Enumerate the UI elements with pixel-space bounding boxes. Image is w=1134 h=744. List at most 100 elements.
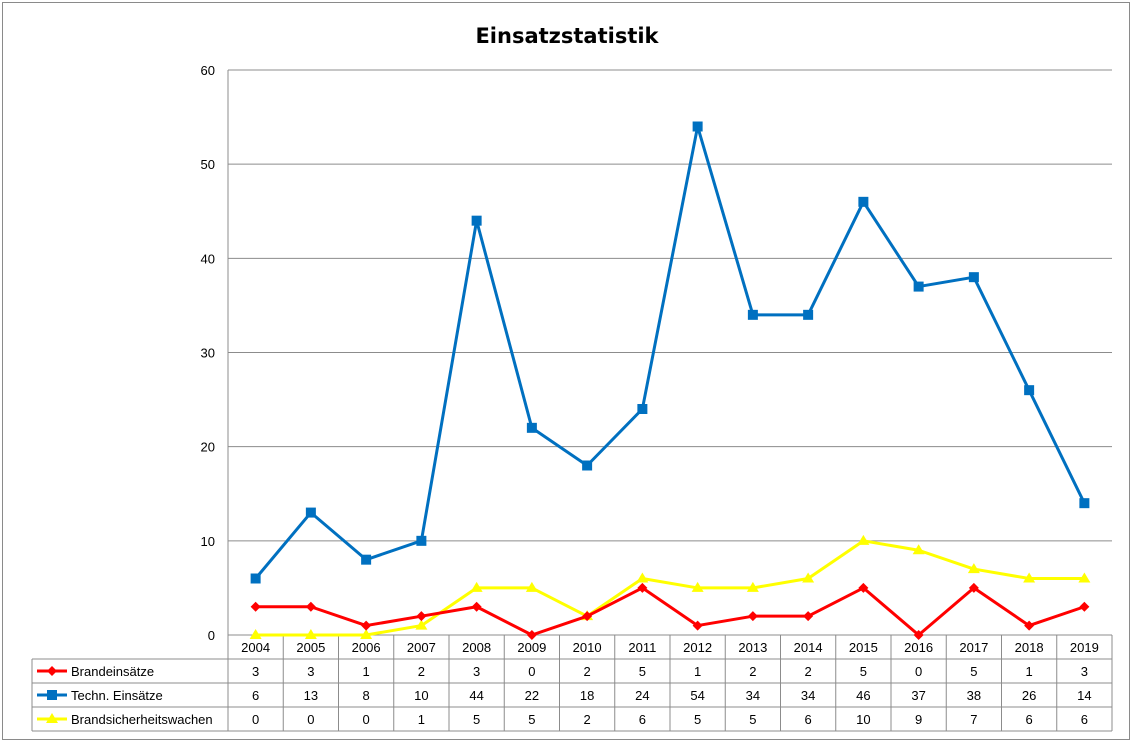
data-label-1-2018: 26 bbox=[1022, 688, 1036, 703]
series-2-point-2018 bbox=[1023, 572, 1036, 583]
data-label-1-2016: 37 bbox=[911, 688, 925, 703]
series-1-point-2011 bbox=[637, 404, 648, 414]
x-tick-label-2010: 2010 bbox=[573, 640, 602, 655]
data-label-0-2017: 5 bbox=[970, 664, 977, 679]
data-label-0-2015: 5 bbox=[860, 664, 867, 679]
x-tick-label-2015: 2015 bbox=[849, 640, 878, 655]
data-label-0-2018: 1 bbox=[1026, 664, 1033, 679]
data-label-2-2007: 1 bbox=[418, 712, 425, 727]
series-0-line bbox=[255, 586, 1085, 637]
x-tick-label-2004: 2004 bbox=[241, 640, 270, 655]
x-tick-label-2005: 2005 bbox=[296, 640, 325, 655]
series-0-point-2016 bbox=[913, 630, 924, 640]
x-tick-label-2008: 2008 bbox=[462, 640, 491, 655]
series-0-point-2006 bbox=[361, 620, 372, 631]
x-tick-label-2014: 2014 bbox=[794, 640, 823, 655]
series-0-point-2013 bbox=[747, 611, 758, 622]
series-2-point-2004 bbox=[249, 629, 262, 639]
series-1-point-2012 bbox=[692, 121, 703, 132]
series-0-point-2018 bbox=[1024, 620, 1035, 631]
data-label-0-2011: 5 bbox=[639, 664, 646, 679]
data-label-2-2009: 5 bbox=[528, 712, 535, 727]
data-label-1-2013: 34 bbox=[746, 688, 760, 703]
x-tick-label-2013: 2013 bbox=[738, 640, 767, 655]
legend-label-2: Brandsicherheitswachen bbox=[71, 712, 213, 727]
series-0-point-2015 bbox=[858, 582, 869, 593]
y-tick-label-20: 20 bbox=[201, 440, 215, 455]
legend-key-marker-2 bbox=[46, 713, 58, 723]
series-0-point-2011 bbox=[637, 582, 648, 593]
data-label-0-2009: 0 bbox=[528, 664, 535, 679]
data-label-1-2017: 38 bbox=[967, 688, 981, 703]
series-1-point-2005 bbox=[305, 507, 316, 518]
series-1-point-2004 bbox=[250, 573, 261, 584]
series-2-point-2006 bbox=[360, 629, 373, 639]
chart-title: Einsatzstatistik bbox=[475, 24, 659, 48]
data-label-0-2019: 3 bbox=[1081, 664, 1088, 679]
series-0-point-2010 bbox=[582, 611, 593, 622]
series-0-point-2017 bbox=[968, 582, 979, 593]
x-tick-label-2019: 2019 bbox=[1070, 640, 1099, 655]
series-2-point-2005 bbox=[304, 629, 317, 639]
series-1-line bbox=[254, 125, 1086, 580]
data-label-2-2014: 6 bbox=[805, 712, 812, 727]
data-label-1-2007: 10 bbox=[414, 688, 428, 703]
series-1-point-2019 bbox=[1079, 498, 1090, 509]
data-label-0-2014: 2 bbox=[805, 664, 812, 679]
legend-key-marker-0 bbox=[47, 666, 57, 676]
x-tick-label-2007: 2007 bbox=[407, 640, 436, 655]
data-label-2-2013: 5 bbox=[749, 712, 756, 727]
series-2-line bbox=[255, 539, 1085, 637]
data-label-2-2015: 10 bbox=[856, 712, 870, 727]
series-2-point-2017 bbox=[967, 563, 980, 574]
series-1-point-2014 bbox=[803, 309, 814, 320]
series-0-point-2019 bbox=[1079, 601, 1090, 612]
x-tick-label-2018: 2018 bbox=[1015, 640, 1044, 655]
data-label-1-2008: 44 bbox=[469, 688, 483, 703]
series-0-point-2005 bbox=[305, 601, 316, 612]
series-2-point-2015 bbox=[857, 534, 870, 545]
data-label-0-2016: 0 bbox=[915, 664, 922, 679]
data-label-2-2008: 5 bbox=[473, 712, 480, 727]
series-1-point-2015 bbox=[858, 196, 869, 207]
data-label-0-2007: 2 bbox=[418, 664, 425, 679]
legend-label-0: Brandeinsätze bbox=[71, 664, 154, 679]
x-tick-label-2009: 2009 bbox=[517, 640, 546, 655]
series-1-point-2009 bbox=[526, 422, 537, 433]
series-0-point-2007 bbox=[416, 611, 427, 622]
series-0-point-2004 bbox=[250, 601, 261, 612]
series-1-point-2006 bbox=[361, 554, 372, 565]
data-label-1-2012: 54 bbox=[690, 688, 704, 703]
data-label-1-2011: 24 bbox=[635, 688, 649, 703]
series-0-point-2009 bbox=[526, 630, 537, 640]
series-1-point-2007 bbox=[416, 535, 427, 546]
data-label-2-2018: 6 bbox=[1026, 712, 1033, 727]
series-1-point-2013 bbox=[747, 309, 758, 320]
data-label-2-2011: 6 bbox=[639, 712, 646, 727]
data-label-0-2004: 3 bbox=[252, 664, 259, 679]
x-tick-label-2012: 2012 bbox=[683, 640, 712, 655]
y-tick-label-0: 0 bbox=[208, 628, 215, 643]
series-1-point-2008 bbox=[471, 215, 482, 226]
data-label-1-2005: 13 bbox=[304, 688, 318, 703]
x-tick-label-2017: 2017 bbox=[959, 640, 988, 655]
series-1-point-2016 bbox=[913, 281, 924, 292]
data-label-2-2006: 0 bbox=[363, 712, 370, 727]
data-label-1-2019: 14 bbox=[1077, 688, 1091, 703]
data-label-1-2004: 6 bbox=[252, 688, 259, 703]
series-2-point-2019 bbox=[1078, 572, 1091, 583]
data-label-0-2013: 2 bbox=[749, 664, 756, 679]
series-2-point-2008 bbox=[470, 581, 483, 592]
data-label-1-2006: 8 bbox=[363, 688, 370, 703]
y-tick-label-60: 60 bbox=[201, 63, 215, 78]
data-label-2-2005: 0 bbox=[307, 712, 314, 727]
series-2-point-2016 bbox=[912, 544, 925, 555]
series-0-point-2008 bbox=[471, 601, 482, 612]
data-label-1-2009: 22 bbox=[525, 688, 539, 703]
series-2-point-2012 bbox=[691, 581, 704, 592]
y-tick-label-40: 40 bbox=[201, 251, 215, 266]
data-label-2-2017: 7 bbox=[970, 712, 977, 727]
series-0-point-2014 bbox=[803, 611, 814, 622]
data-label-2-2004: 0 bbox=[252, 712, 259, 727]
